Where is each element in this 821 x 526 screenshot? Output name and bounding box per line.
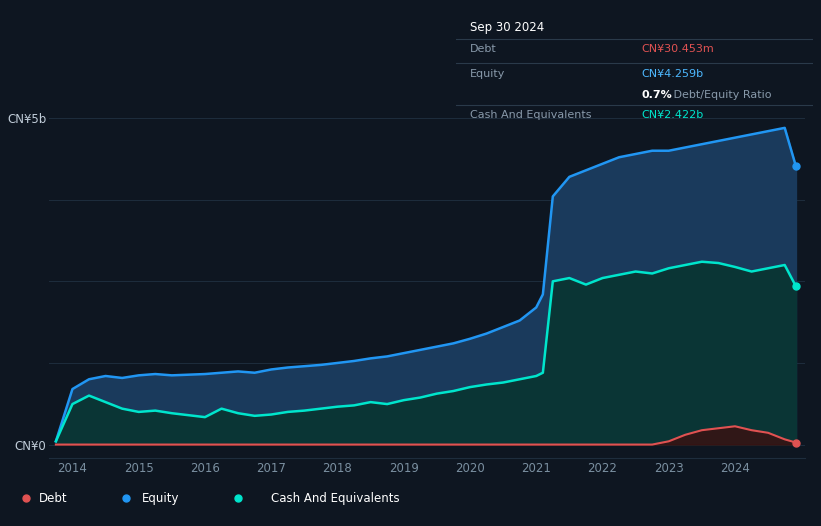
Text: Cash And Equivalents: Cash And Equivalents [470,110,591,120]
Text: 0.7%: 0.7% [641,90,672,100]
Text: CN¥30.453m: CN¥30.453m [641,44,714,54]
Text: Debt: Debt [39,492,67,505]
Text: Sep 30 2024: Sep 30 2024 [470,21,544,34]
Text: Equity: Equity [142,492,179,505]
Text: CN¥4.259b: CN¥4.259b [641,68,704,78]
Text: Equity: Equity [470,68,505,78]
Text: Cash And Equivalents: Cash And Equivalents [271,492,400,505]
Text: Debt/Equity Ratio: Debt/Equity Ratio [670,90,772,100]
Text: Debt: Debt [470,44,497,54]
Text: CN¥2.422b: CN¥2.422b [641,110,704,120]
